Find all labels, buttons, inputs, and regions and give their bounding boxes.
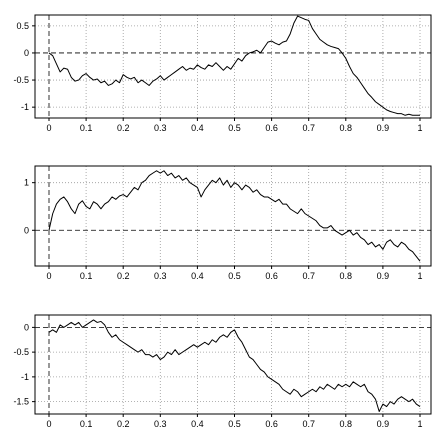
x-tick-label-0: 0 — [46, 419, 51, 429]
x-tick-label-8: 0.8 — [340, 271, 353, 281]
x-tick-label-5: 0.5 — [228, 123, 241, 133]
chart-panel-2: 0 0.1 0.2 0.3 0.4 0.5 0.6 0.7 0.8 0.9 1 1 0 — [24, 165, 432, 281]
x-tick-label-7: 0.7 — [302, 123, 315, 133]
y-tick-label-0: 1 — [24, 178, 29, 188]
y-tick-label-0: 0.5 — [16, 21, 29, 31]
x-tick-label-5: 0.5 — [228, 271, 241, 281]
x-tick-label-10: 1 — [417, 123, 422, 133]
x-tick-label-9: 0.9 — [377, 271, 390, 281]
x-tick-label-0: 0 — [46, 271, 51, 281]
chart-panel-3: 0 0.1 0.2 0.3 0.4 0.5 0.6 0.7 0.8 0.9 1 0 -0.5 -1 -1.5 — [13, 314, 432, 429]
x-tick-label-5: 0.5 — [228, 419, 241, 429]
series-line-1 — [48, 170, 421, 262]
plot-frame — [34, 314, 432, 415]
x-tick-label-1: 0.1 — [80, 419, 93, 429]
plot-frame — [34, 14, 432, 119]
chart-panel-1: 0 0.1 0.2 0.3 0.4 0.5 0.6 0.7 0.8 0.9 1 0.5 0 -0.5 -1 — [13, 14, 432, 133]
y-tick-label-1: 0 — [24, 225, 29, 235]
x-tick-label-4: 0.4 — [191, 419, 204, 429]
x-tick-label-8: 0.8 — [340, 419, 353, 429]
x-tick-label-6: 0.6 — [265, 271, 278, 281]
x-tick-label-3: 0.3 — [154, 123, 167, 133]
x-tick-label-4: 0.4 — [191, 123, 204, 133]
x-tick-label-0: 0 — [46, 123, 51, 133]
x-tick-label-10: 1 — [417, 271, 422, 281]
x-tick-label-3: 0.3 — [154, 271, 167, 281]
x-tick-label-7: 0.7 — [302, 419, 315, 429]
x-tick-label-2: 0.2 — [117, 123, 130, 133]
x-tick-label-1: 0.1 — [80, 123, 93, 133]
y-tick-label-0: 0 — [24, 322, 29, 332]
series-line-1 — [48, 319, 421, 413]
x-tick-label-2: 0.2 — [117, 419, 130, 429]
x-tick-label-1: 0.1 — [80, 271, 93, 281]
x-tick-label-2: 0.2 — [117, 271, 130, 281]
x-tick-label-10: 1 — [417, 419, 422, 429]
x-tick-label-3: 0.3 — [154, 419, 167, 429]
series-line-1 — [48, 15, 420, 116]
x-tick-label-7: 0.7 — [302, 271, 315, 281]
plot-frame — [34, 165, 432, 267]
y-tick-label-1: 0 — [24, 48, 29, 58]
y-tick-label-3: -1 — [21, 102, 29, 112]
y-tick-label-2: -0.5 — [13, 75, 29, 85]
x-tick-label-6: 0.6 — [265, 123, 278, 133]
x-tick-label-9: 0.9 — [377, 123, 390, 133]
x-tick-label-8: 0.8 — [340, 123, 353, 133]
y-tick-label-3: -1.5 — [13, 397, 29, 407]
y-tick-label-1: -0.5 — [13, 347, 29, 357]
x-tick-label-9: 0.9 — [377, 419, 390, 429]
x-tick-label-4: 0.4 — [191, 271, 204, 281]
x-tick-label-6: 0.6 — [265, 419, 278, 429]
y-tick-label-2: -1 — [21, 372, 29, 382]
